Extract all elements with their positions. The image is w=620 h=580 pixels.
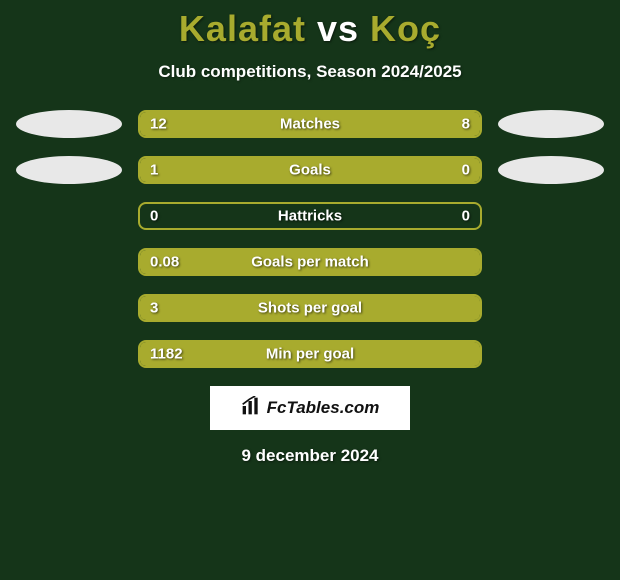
stat-label: Goals (289, 162, 331, 179)
subtitle: Club competitions, Season 2024/2025 (0, 62, 620, 82)
player1-badge (16, 294, 122, 322)
stat-value-right: 8 (462, 116, 470, 133)
comparison-card: Kalafat vs Koç Club competitions, Season… (0, 0, 620, 466)
date-label: 9 december 2024 (0, 446, 620, 466)
stat-value-right: 0 (462, 208, 470, 225)
stat-value-left: 0.08 (150, 254, 179, 271)
player2-badge (498, 110, 604, 138)
chart-icon (241, 396, 261, 421)
stat-label: Matches (280, 116, 340, 133)
stat-value-left: 0 (150, 208, 158, 225)
player1-badge (16, 110, 122, 138)
stat-value-left: 1 (150, 162, 158, 179)
stat-bar: 0.08 Goals per match (138, 248, 482, 276)
stat-label: Shots per goal (258, 300, 362, 317)
stat-bar: 3 Shots per goal (138, 294, 482, 322)
stat-row: 1182 Min per goal (0, 340, 620, 368)
stat-row: 0.08 Goals per match (0, 248, 620, 276)
stat-value-left: 12 (150, 116, 167, 133)
stat-value-left: 1182 (150, 346, 183, 363)
player2-badge (498, 340, 604, 368)
bar-fill-left (140, 158, 398, 182)
title: Kalafat vs Koç (0, 8, 620, 50)
vs-label: vs (317, 8, 359, 49)
stat-bar: 0 Hattricks 0 (138, 202, 482, 230)
player2-name: Koç (370, 8, 441, 49)
brand-text: FcTables.com (267, 398, 380, 418)
player1-badge (16, 202, 122, 230)
stat-row: 12 Matches 8 (0, 110, 620, 138)
bar-fill-right (344, 112, 480, 136)
stat-value-right: 0 (462, 162, 470, 179)
player2-badge (498, 202, 604, 230)
player2-badge (498, 294, 604, 322)
stat-label: Goals per match (251, 254, 369, 271)
stat-label: Min per goal (266, 346, 354, 363)
player1-badge (16, 156, 122, 184)
stat-bar: 12 Matches 8 (138, 110, 482, 138)
brand-box[interactable]: FcTables.com (210, 386, 410, 430)
stat-bar: 1182 Min per goal (138, 340, 482, 368)
stat-bar: 1 Goals 0 (138, 156, 482, 184)
stat-row: 1 Goals 0 (0, 156, 620, 184)
player1-name: Kalafat (179, 8, 306, 49)
player2-badge (498, 156, 604, 184)
stat-label: Hattricks (278, 208, 342, 225)
stat-row: 3 Shots per goal (0, 294, 620, 322)
stat-row: 0 Hattricks 0 (0, 202, 620, 230)
player2-badge (498, 248, 604, 276)
stats-list: 12 Matches 8 1 Goals 0 0 Hattricks 0 0.08 Goals pe… (0, 110, 620, 368)
player1-badge (16, 248, 122, 276)
player1-badge (16, 340, 122, 368)
stat-value-left: 3 (150, 300, 158, 317)
